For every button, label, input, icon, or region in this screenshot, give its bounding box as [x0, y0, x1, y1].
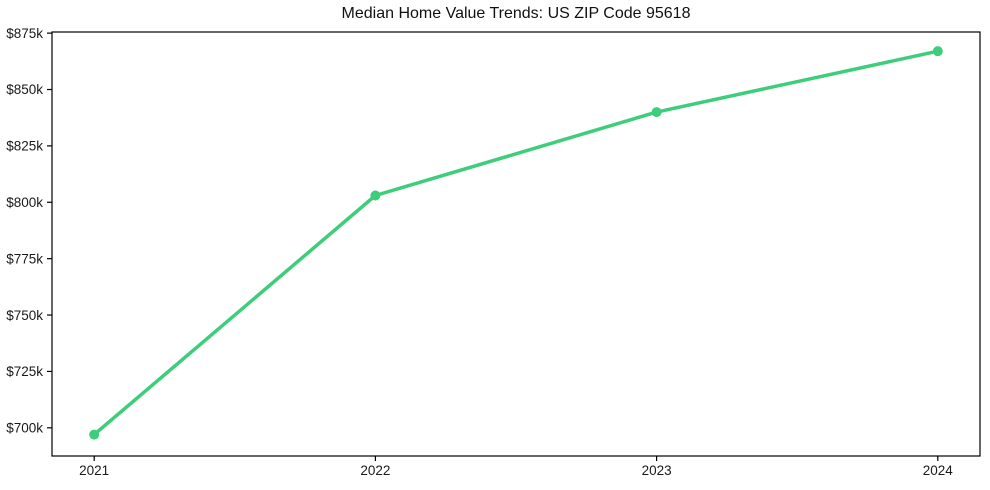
y-tick-label: $725k	[6, 364, 43, 379]
x-tick-label: 2021	[79, 463, 109, 478]
y-tick-label: $700k	[6, 421, 43, 436]
y-tick-label: $775k	[6, 251, 43, 266]
data-point-marker	[89, 429, 100, 440]
y-tick-label: $875k	[6, 26, 43, 41]
y-tick-label: $800k	[6, 195, 43, 210]
x-tick-label: 2022	[360, 463, 390, 478]
x-tick-label: 2023	[642, 463, 672, 478]
plot-area-border	[51, 31, 981, 457]
y-tick-label: $825k	[6, 139, 43, 154]
series-line	[92, 49, 940, 437]
data-point-marker	[932, 46, 943, 57]
data-point-marker	[651, 107, 662, 118]
chart-title: Median Home Value Trends: US ZIP Code 95…	[341, 5, 691, 22]
x-tick-label: 2024	[923, 463, 954, 478]
data-point-marker	[370, 190, 381, 201]
y-tick-label: $850k	[6, 82, 43, 97]
y-tick-label: $750k	[6, 308, 43, 323]
